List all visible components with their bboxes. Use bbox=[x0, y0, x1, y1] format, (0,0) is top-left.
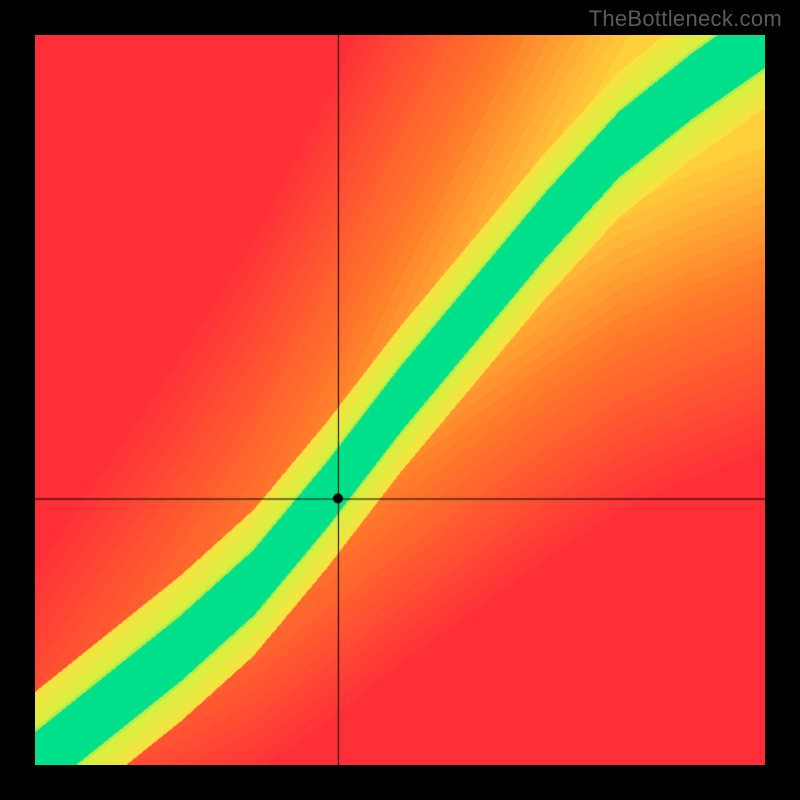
chart-container: TheBottleneck.com bbox=[0, 0, 800, 800]
heatmap-canvas bbox=[35, 35, 765, 765]
plot-area bbox=[35, 35, 765, 765]
watermark-text: TheBottleneck.com bbox=[589, 6, 782, 32]
